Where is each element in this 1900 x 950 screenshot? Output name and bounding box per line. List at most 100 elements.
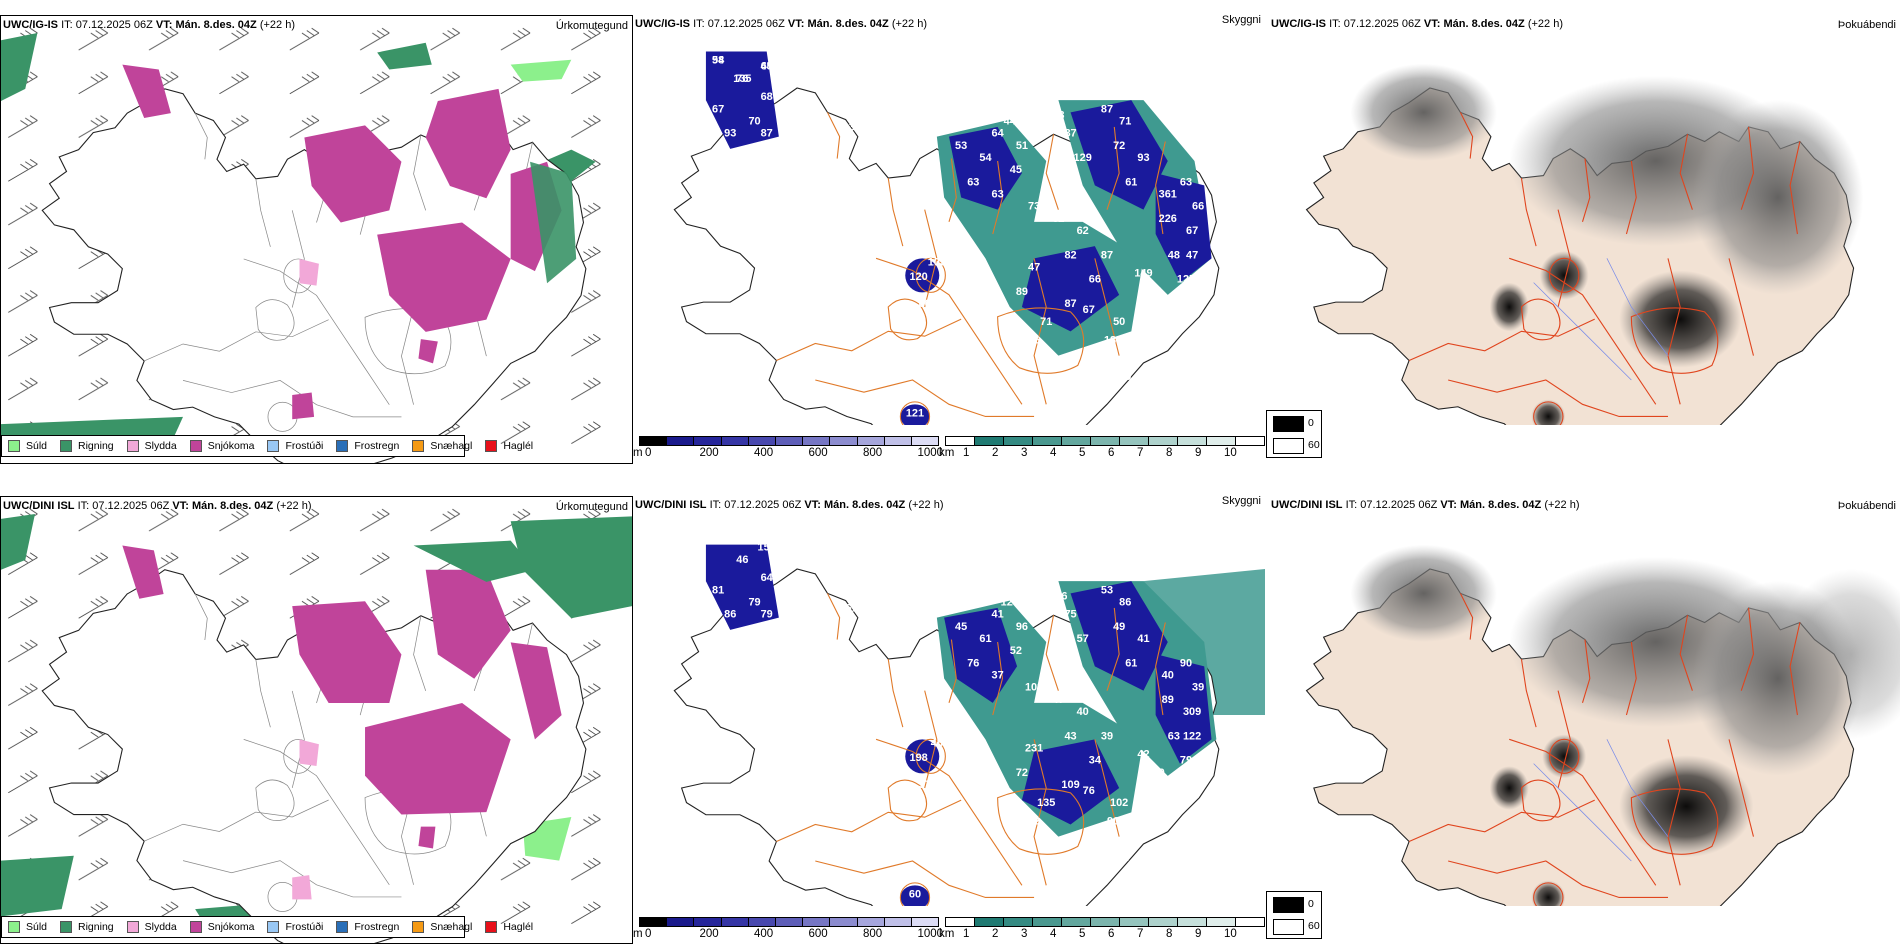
visibility-km-colorbar <box>945 436 1265 446</box>
colorbar-tick: 0 <box>645 928 652 940</box>
vt-value: Mán. 8.des. 04Z <box>1443 18 1525 30</box>
legend-swatch-0 <box>1273 416 1304 432</box>
visibility-value-label: 87 <box>773 645 785 657</box>
visibility-value-label: 87 <box>1064 128 1076 140</box>
sleet-area <box>299 258 319 286</box>
visibility-value-label: 76 <box>967 657 979 669</box>
legend-item: Frostregn <box>336 921 399 933</box>
colorbar-segment <box>1033 437 1062 445</box>
visibility-value-label: 86 <box>1119 596 1131 608</box>
colorbar-segment <box>1149 437 1178 445</box>
vt-value: Mán. 8.des. 04Z <box>175 19 257 31</box>
model-name: UWC/DINI ISL <box>1271 499 1343 511</box>
visibility-value-label: 42 <box>1095 834 1107 846</box>
colorbar-segment <box>694 437 722 445</box>
legend-item: Rigning <box>60 921 114 933</box>
visibility-value-label: 96 <box>1016 621 1028 633</box>
colorbar-segment <box>975 918 1004 926</box>
visibility-value-label: 130 <box>843 122 861 134</box>
colorbar-tick: 800 <box>863 447 883 459</box>
legend-item: Snjókoma <box>189 440 254 452</box>
visibility-value-label: 61 <box>979 633 991 645</box>
colorbar-segment <box>1004 437 1033 445</box>
legend-swatch-60 <box>1273 919 1304 935</box>
visibility-value-label: 62 <box>1077 225 1089 237</box>
visibility-value-label: 26 <box>1137 791 1149 803</box>
visibility-value-label: 70 <box>748 115 760 127</box>
colorbar-tick: 2 <box>992 928 999 940</box>
panel-title: UWC/DINI ISL IT: 07.12.2025 06Z VT: Mán.… <box>3 500 312 513</box>
visibility-km-ticks: km 1 2 3 4 5 6 7 8 9 10 <box>939 928 1265 942</box>
snow-area <box>510 642 562 740</box>
vt-label: VT: <box>1440 499 1457 511</box>
vt-value: Mán. 8.des. 04Z <box>1459 499 1542 511</box>
colorbar-segment <box>803 918 831 926</box>
visibility-value-label: 93 <box>724 128 736 140</box>
visibility-value-label: 56 <box>1028 334 1040 346</box>
colorbar-tick: 5 <box>1079 447 1086 459</box>
model-name: UWC/IG-IS <box>635 18 690 30</box>
visibility-value-label: 71 <box>1040 316 1052 328</box>
legend-item: Frostregn <box>336 440 399 452</box>
colorbar-segment <box>721 437 749 445</box>
colorbar-tick: 1 <box>963 928 970 940</box>
legend-item: Frostúði <box>267 921 323 933</box>
visibility-value-label: 53 <box>955 140 967 152</box>
colorbar-segment <box>667 437 695 445</box>
lead-time: (+22 h) <box>1527 18 1563 30</box>
drizzle-area <box>510 59 572 82</box>
lead-time: (+22 h) <box>1544 499 1580 511</box>
visibility-value-label: 93 <box>1137 152 1149 164</box>
visibility-value-label: 63 <box>1180 176 1192 188</box>
panel-type-label: Úrkomutegund <box>555 20 628 32</box>
vt-label: VT: <box>172 500 189 512</box>
colorbar-segment <box>775 918 804 926</box>
colorbar-tick: 10 <box>1224 928 1237 940</box>
it-value: 07.12.2025 06Z <box>724 499 802 511</box>
visibility-value-label: 108 <box>1025 682 1043 694</box>
colorbar-tick: 3 <box>1021 447 1028 459</box>
low-visibility-area <box>1155 173 1212 283</box>
visibility-value-label: 149 <box>1134 268 1152 280</box>
snow-area <box>304 125 402 223</box>
visibility-value-label: 44 <box>1150 286 1163 298</box>
panel-title: UWC/IG-IS IT: 07.12.2025 06Z VT: Mán. 8.… <box>1271 18 1563 31</box>
legend-swatch <box>60 921 73 933</box>
visibility-value-label: 49 <box>1113 621 1125 633</box>
visibility-value-label: 231 <box>1025 742 1043 754</box>
lead-time: (+22 h) <box>259 19 295 31</box>
visibility-value-label: 62 <box>1052 213 1064 225</box>
colorbar-segment <box>1236 918 1264 926</box>
visibility-value-label: 76 <box>736 73 748 85</box>
visibility-value-label: 72 <box>1113 140 1125 152</box>
visibility-value-label: 40 <box>809 682 821 694</box>
legend-item: Slydda <box>126 921 177 933</box>
visibility-value-label: 88 <box>1162 310 1174 322</box>
visibility-value-label: 135 <box>733 73 751 85</box>
visibility-value-label: 54 <box>979 152 992 164</box>
panel-type-label: Þokuábendi <box>1837 500 1896 512</box>
visibility-value-label: 41 <box>992 609 1004 621</box>
visibility-value-label: 99 <box>1119 371 1131 383</box>
visibility-value-label: 121 <box>906 407 924 419</box>
snow-area <box>425 569 511 679</box>
visibility-value-label: 40 <box>1077 706 1089 718</box>
colorbar-tick: 7 <box>1137 447 1144 459</box>
fog-index-legend: 0 60 <box>1266 410 1322 458</box>
visibility-value-label: 55 <box>736 645 748 657</box>
lead-time: (+22 h) <box>891 18 927 30</box>
it-label: IT: <box>709 499 722 511</box>
visibility-value-label: 85 <box>864 621 876 633</box>
legend-label: Snæhagl <box>430 440 473 452</box>
legend-swatch <box>267 440 280 452</box>
it-label: IT: <box>61 19 73 31</box>
snow-area <box>365 703 511 815</box>
legend-swatch <box>8 440 20 452</box>
colorbar-segment <box>857 437 885 445</box>
colorbar-tick: 6 <box>1108 928 1115 940</box>
visibility-value-label: 90 <box>1137 828 1149 840</box>
visibility-value-label: 129 <box>1074 152 1092 164</box>
precip-legend: Súld Rigning Slydda Snjókoma Frostúði Frostre… <box>1 435 533 457</box>
low-visibility-area <box>705 544 779 630</box>
